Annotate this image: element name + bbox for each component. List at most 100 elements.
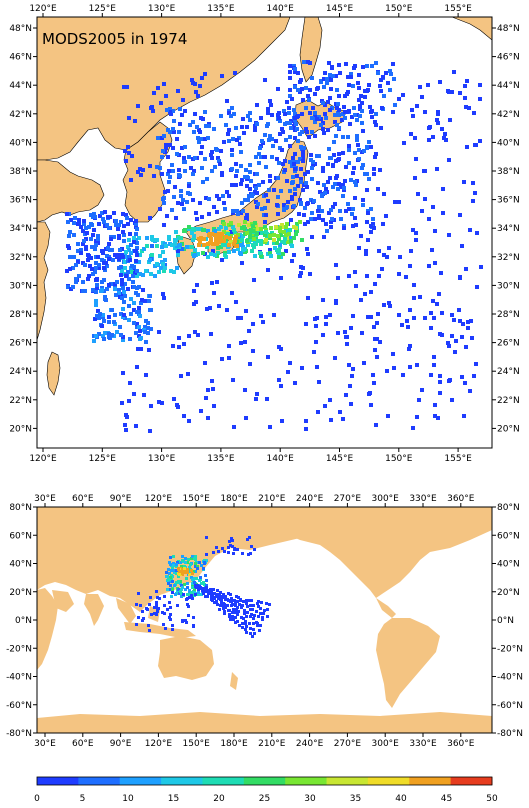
- observation-cell: [176, 561, 179, 564]
- observation-cell: [177, 130, 181, 134]
- observation-cell: [201, 117, 205, 121]
- observation-cell: [148, 429, 152, 433]
- observation-cell: [268, 179, 272, 183]
- observation-cell: [248, 536, 251, 539]
- observation-cell: [129, 297, 133, 301]
- observation-cell: [472, 374, 476, 378]
- observation-cell: [298, 220, 302, 224]
- observation-cell: [251, 635, 254, 638]
- observation-cell: [122, 224, 126, 228]
- observation-cell: [233, 547, 236, 550]
- observation-cell: [223, 610, 226, 613]
- observation-cell: [162, 82, 166, 86]
- observation-cell: [228, 615, 231, 618]
- observation-cell: [248, 232, 252, 236]
- observation-cell: [107, 257, 111, 261]
- observation-cell: [178, 122, 182, 126]
- observation-cell: [200, 215, 204, 219]
- observation-cell: [373, 282, 377, 286]
- colorbar-segment: [409, 777, 452, 785]
- observation-cell: [310, 116, 314, 120]
- lat-tick-label: 26°N: [497, 339, 520, 349]
- observation-cell: [313, 317, 317, 321]
- observation-cell: [263, 206, 267, 210]
- observation-cell: [245, 213, 249, 217]
- observation-cell: [342, 105, 346, 109]
- observation-cell: [107, 283, 111, 287]
- observation-cell: [325, 229, 329, 233]
- observation-cell: [113, 313, 117, 317]
- lat-tick-label: 48°N: [9, 24, 32, 34]
- observation-cell: [96, 255, 100, 259]
- observation-cell: [292, 236, 296, 240]
- observation-cell: [227, 128, 231, 132]
- observation-cell: [337, 63, 341, 67]
- observation-cell: [412, 283, 416, 287]
- observation-cell: [139, 173, 143, 177]
- observation-cell: [93, 270, 97, 274]
- observation-cell: [156, 610, 159, 613]
- observation-cell: [464, 105, 468, 109]
- observation-cell: [274, 225, 278, 229]
- observation-cell: [142, 617, 145, 620]
- observation-cell: [186, 571, 189, 574]
- observation-cell: [285, 121, 289, 125]
- observation-cell: [161, 149, 165, 153]
- observation-cell: [127, 238, 131, 242]
- observation-cell: [205, 553, 208, 556]
- observation-cell: [117, 288, 121, 292]
- observation-cell: [427, 138, 431, 142]
- observation-cell: [437, 292, 441, 296]
- observation-cell: [127, 318, 131, 322]
- observation-cell: [293, 116, 297, 120]
- lon-tick-label: 135°E: [207, 454, 235, 464]
- observation-cell: [179, 573, 182, 576]
- observation-cell: [127, 399, 131, 403]
- lat-tick-label: 32°N: [497, 253, 520, 263]
- observation-cell: [276, 249, 280, 253]
- observation-cell: [107, 320, 111, 324]
- observation-cell: [212, 588, 215, 591]
- observation-cell: [460, 375, 464, 379]
- observation-cell: [182, 593, 185, 596]
- observation-cell: [220, 232, 224, 236]
- observation-cell: [362, 361, 366, 365]
- observation-cell: [263, 133, 267, 137]
- observation-cell: [249, 179, 253, 183]
- observation-cell: [118, 248, 122, 252]
- observation-cell: [162, 201, 166, 205]
- observation-cell: [259, 607, 262, 610]
- observation-cell: [397, 200, 401, 204]
- observation-cell: [199, 137, 203, 141]
- observation-cell: [179, 582, 182, 585]
- observation-cell: [236, 316, 240, 320]
- observation-cell: [77, 274, 81, 278]
- observation-cell: [369, 290, 373, 294]
- observation-cell: [265, 124, 269, 128]
- observation-cell: [259, 254, 263, 258]
- observation-cell: [136, 104, 140, 108]
- colorbar-segment: [161, 777, 203, 785]
- colorbar-segment: [202, 777, 245, 785]
- observation-cell: [355, 138, 359, 142]
- observation-cell: [163, 258, 167, 262]
- observation-cell: [135, 269, 139, 273]
- lat-tick-label: 22°N: [497, 396, 520, 406]
- observation-cell: [71, 285, 75, 289]
- observation-cell: [217, 227, 221, 231]
- observation-cell: [305, 202, 309, 206]
- observation-cell: [107, 335, 111, 339]
- observation-cell: [164, 143, 168, 147]
- observation-cell: [272, 188, 276, 192]
- observation-cell: [257, 161, 261, 165]
- observation-cell: [382, 253, 386, 257]
- observation-cell: [347, 144, 351, 148]
- observation-cell: [233, 231, 237, 235]
- observation-cell: [126, 222, 130, 226]
- observation-cell: [357, 157, 361, 161]
- observation-cell: [130, 270, 134, 274]
- observation-cell: [409, 249, 413, 253]
- observation-cell: [366, 238, 370, 242]
- observation-cell: [427, 217, 431, 221]
- observation-cell: [321, 169, 325, 173]
